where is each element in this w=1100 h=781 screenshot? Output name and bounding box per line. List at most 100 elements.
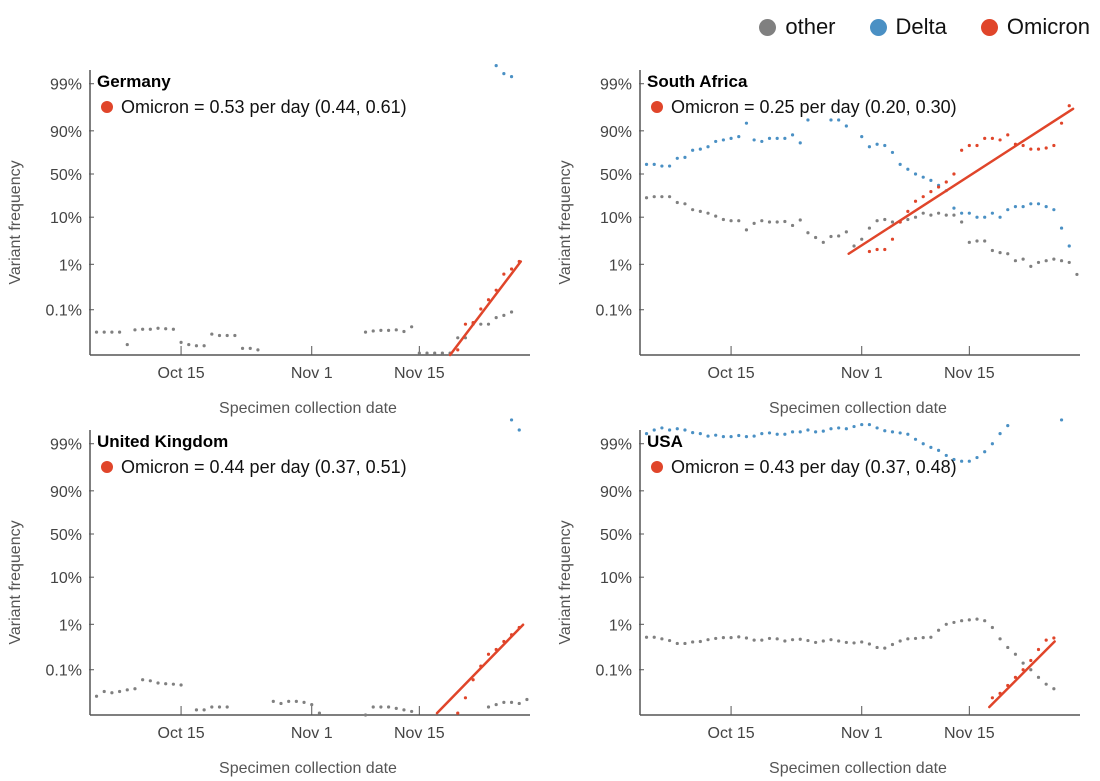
data-point-other	[929, 213, 933, 217]
data-point-delta	[975, 215, 979, 219]
data-point-other	[379, 328, 383, 332]
data-point-other	[975, 617, 979, 621]
data-point-omicron	[983, 136, 987, 140]
data-point-other	[867, 642, 872, 646]
data-point-other	[102, 330, 106, 334]
data-point-omicron	[883, 247, 887, 252]
data-point-other	[502, 313, 506, 317]
data-point-other	[94, 694, 99, 698]
data-point-other	[187, 342, 191, 347]
data-point-other	[217, 333, 222, 338]
data-point-omicron	[1036, 647, 1041, 652]
data-point-other	[363, 713, 368, 717]
data-point-other	[721, 217, 725, 222]
data-point-other	[525, 697, 529, 702]
panel-united-kingdom: 0.1% 1% 10% 50% 90% 99% Oct 15 Nov 1 Nov 15 Speci…	[7, 418, 530, 777]
x-tick-label: Oct 15	[158, 725, 205, 742]
data-point-omicron	[463, 322, 468, 326]
data-point-delta	[683, 155, 687, 159]
data-point-omicron	[509, 267, 514, 271]
data-point-other	[225, 705, 229, 709]
data-point-other	[164, 682, 168, 686]
data-point-delta	[737, 135, 741, 139]
data-point-other	[194, 344, 199, 348]
growth-rate-annotation: Omicron = 0.25 per day (0.20, 0.30)	[671, 97, 957, 117]
data-point-other	[279, 701, 283, 706]
data-point-other	[821, 639, 825, 643]
fit-line-omicron	[435, 623, 525, 715]
data-point-other	[883, 217, 887, 222]
data-point-delta	[875, 142, 879, 146]
data-point-other	[936, 211, 941, 215]
data-point-delta	[967, 211, 971, 215]
fit-line-omicron	[988, 640, 1056, 709]
data-point-omicron	[502, 272, 506, 276]
data-point-omicron	[456, 348, 460, 352]
fit-line-omicron	[847, 107, 1075, 255]
data-point-other	[394, 706, 398, 710]
x-tick-label: Nov 15	[394, 725, 445, 742]
data-point-other	[852, 641, 856, 645]
data-point-omicron	[1052, 143, 1056, 148]
y-tick-label: 0.1%	[46, 663, 82, 680]
y-tick-label: 10%	[50, 570, 82, 587]
x-axis-title: Specimen collection date	[219, 760, 397, 777]
data-point-other	[1044, 682, 1048, 686]
fit-line-omicron	[448, 260, 523, 357]
y-axis-title: Variant frequency	[7, 520, 24, 644]
data-point-other	[829, 234, 833, 239]
data-point-omicron	[990, 696, 994, 700]
data-point-delta	[921, 175, 925, 179]
data-point-other	[775, 220, 779, 224]
data-point-omicron	[875, 247, 879, 252]
data-point-delta	[675, 427, 679, 431]
data-point-other	[233, 333, 237, 338]
x-axis-title: Specimen collection date	[769, 760, 947, 777]
data-point-other	[790, 638, 795, 642]
data-point-other	[798, 218, 802, 222]
data-point-delta	[837, 118, 841, 122]
data-point-other	[721, 636, 725, 640]
data-point-other	[944, 622, 948, 626]
data-point-delta	[890, 430, 895, 434]
data-point-delta	[509, 75, 514, 79]
data-point-other	[983, 239, 987, 243]
data-point-delta	[721, 138, 725, 142]
data-point-delta	[867, 145, 872, 149]
data-point-delta	[852, 424, 856, 429]
data-point-other	[691, 208, 695, 212]
data-point-other	[775, 637, 779, 641]
y-tick-label: 0.1%	[596, 303, 632, 320]
y-tick-label: 1%	[59, 257, 82, 274]
data-point-omicron	[952, 172, 956, 176]
x-tick-label: Oct 15	[708, 365, 755, 382]
legend-label-other: other	[785, 14, 836, 39]
growth-rate-annotation: Omicron = 0.53 per day (0.44, 0.61)	[121, 97, 407, 117]
data-point-delta	[806, 118, 810, 122]
data-point-other	[394, 328, 398, 332]
data-point-delta	[691, 430, 695, 435]
series-delta	[509, 418, 521, 432]
y-tick-label: 50%	[50, 527, 82, 544]
data-point-omicron	[867, 249, 872, 254]
data-point-other	[117, 689, 122, 694]
data-point-other	[402, 708, 406, 712]
data-point-other	[402, 329, 406, 334]
legend-label-delta: Delta	[895, 14, 947, 39]
panel-south-africa: 0.1% 1% 10% 50% 90% 99% Oct 15 Nov 1 Nov 15 Speci…	[557, 70, 1080, 417]
data-point-delta	[844, 427, 848, 431]
data-point-delta	[790, 430, 795, 434]
data-point-delta	[921, 442, 925, 446]
data-point-other	[883, 646, 887, 650]
data-point-other	[371, 329, 375, 333]
x-axis-title: Specimen collection date	[219, 400, 397, 417]
data-point-other	[898, 639, 902, 643]
data-point-delta	[983, 215, 987, 219]
data-point-other	[706, 211, 710, 215]
data-point-other	[302, 700, 306, 704]
data-point-other	[1036, 260, 1041, 265]
data-point-other	[875, 219, 879, 223]
data-point-delta	[790, 133, 795, 137]
panel-title: United Kingdom	[97, 432, 228, 451]
